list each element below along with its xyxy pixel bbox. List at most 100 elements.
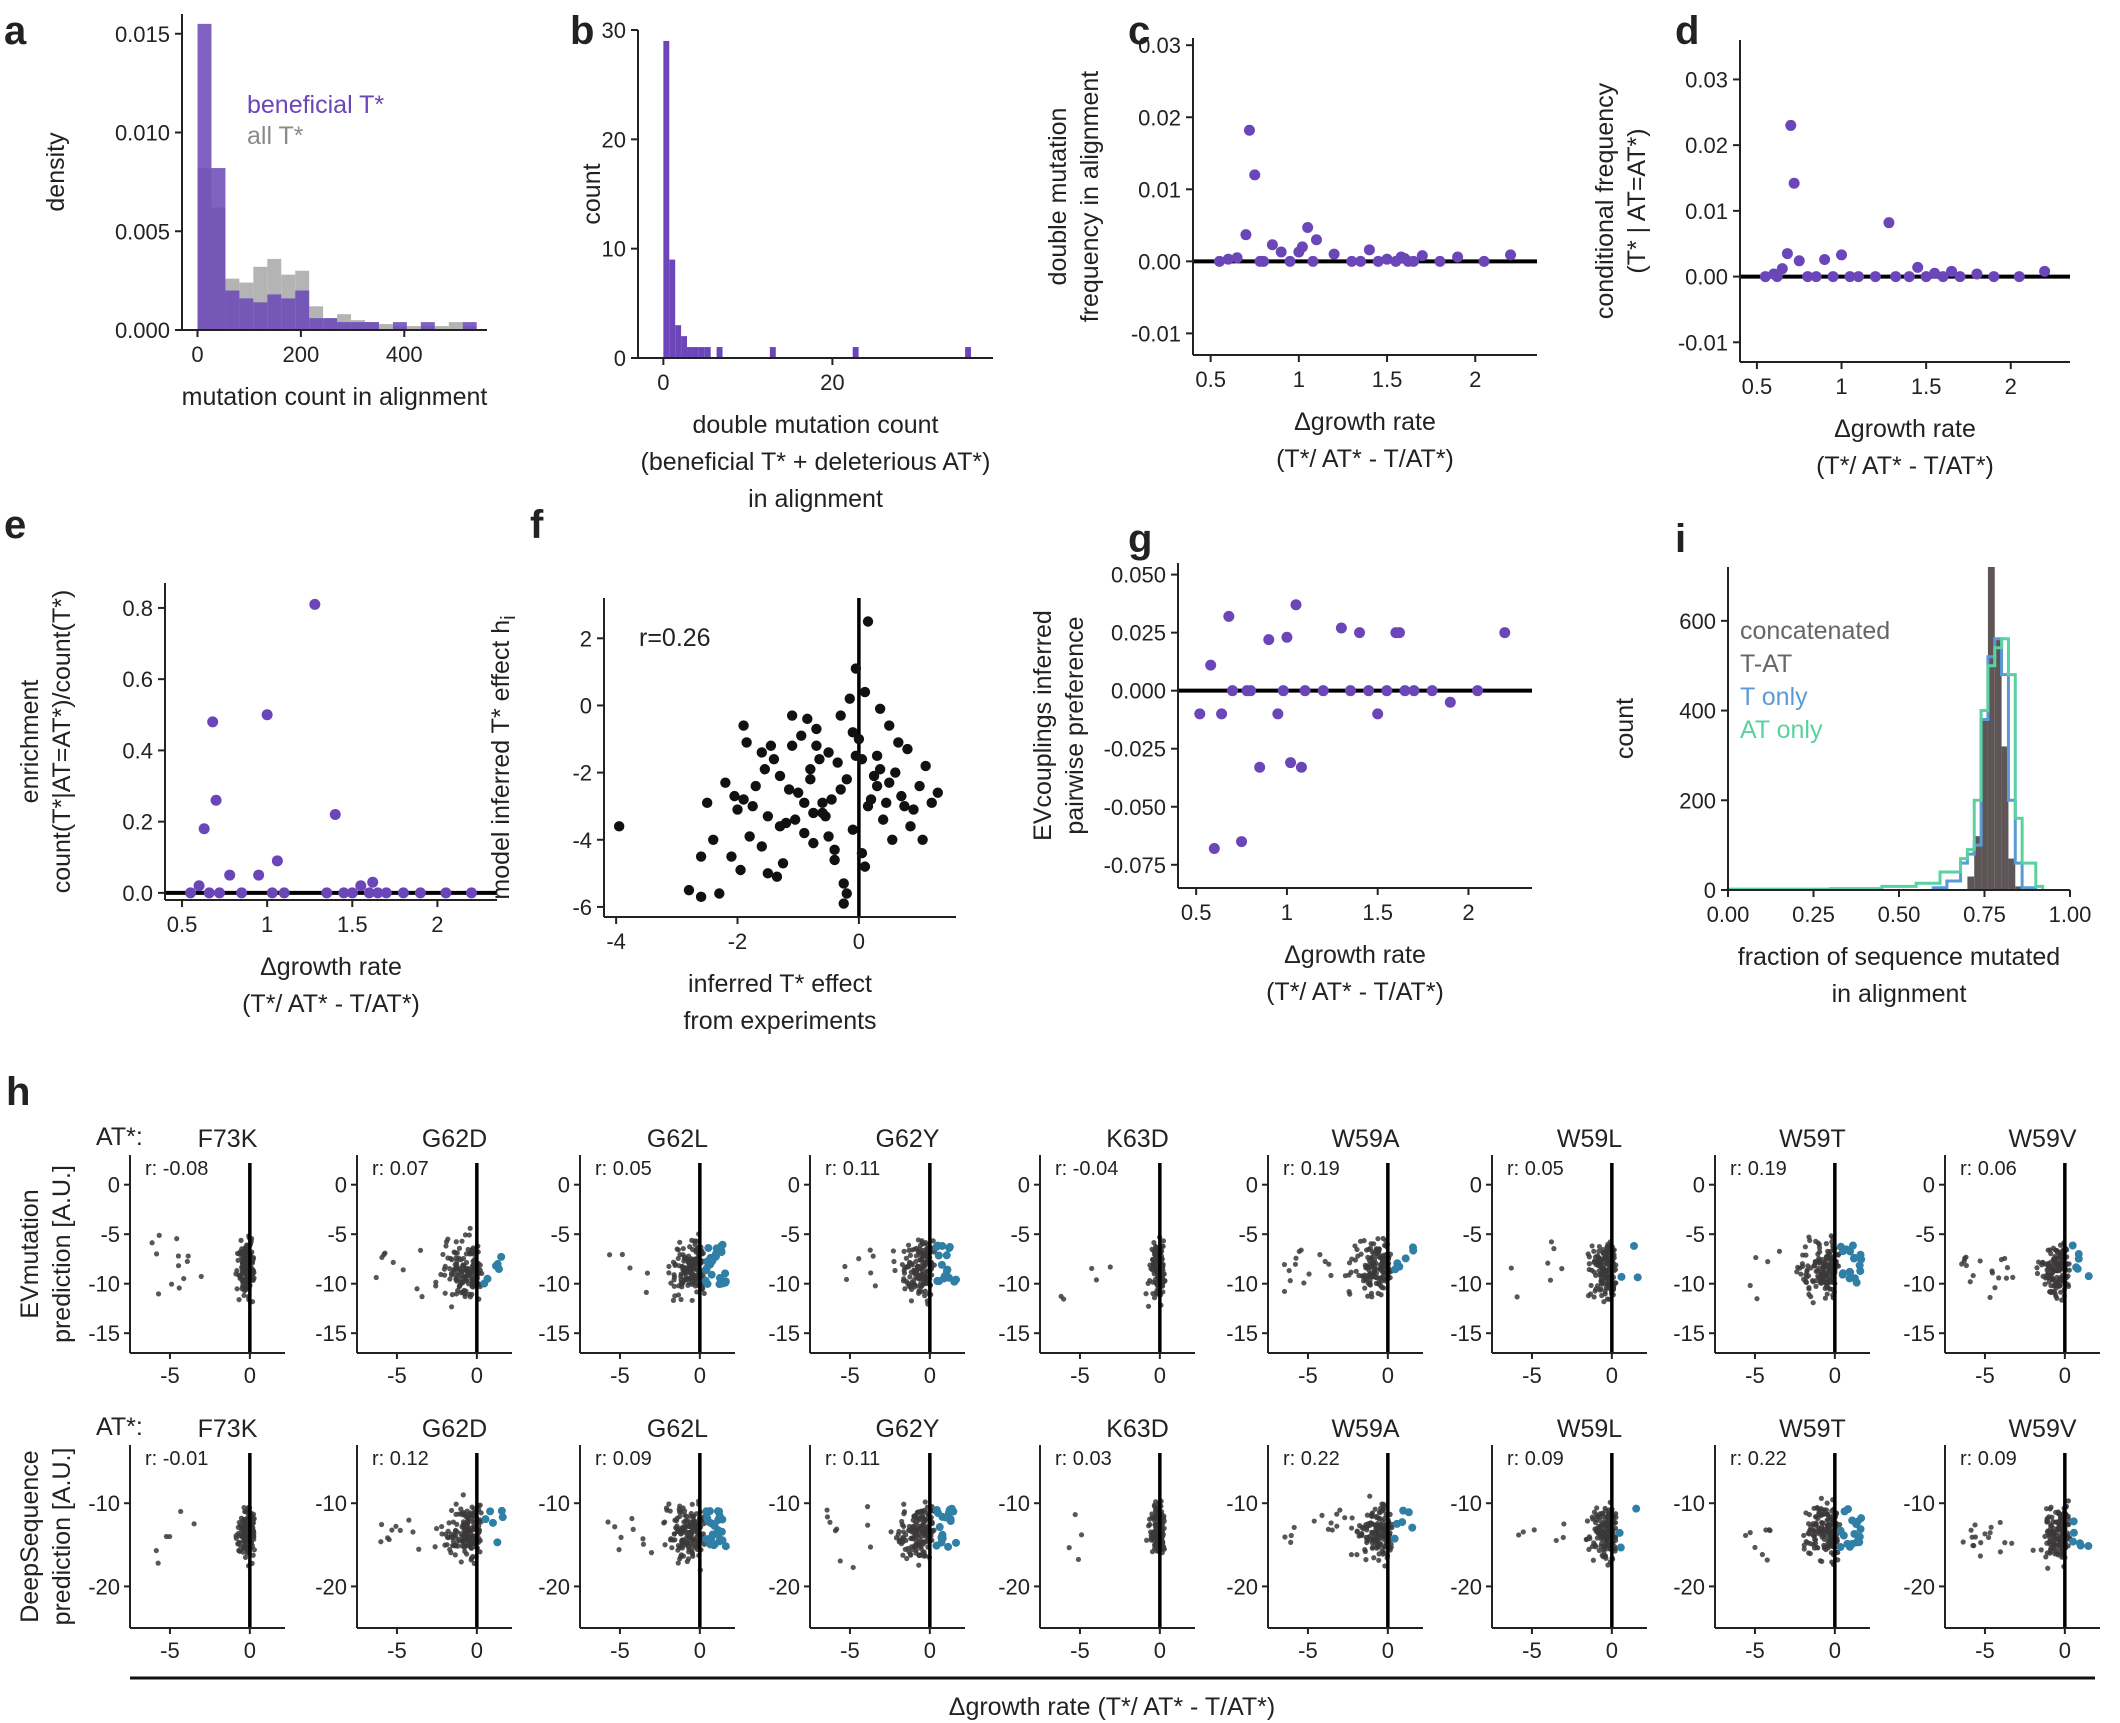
subplot-points bbox=[1960, 1498, 2093, 1571]
point bbox=[1812, 1537, 1819, 1543]
subplot-points bbox=[1742, 1495, 1866, 1568]
legend-item: beneficial T* bbox=[247, 91, 384, 119]
point bbox=[1349, 1256, 1355, 1262]
y-tick-label: -10 bbox=[1673, 1272, 1705, 1297]
point bbox=[453, 1272, 459, 1278]
point bbox=[1807, 1237, 1813, 1244]
point bbox=[1353, 1268, 1359, 1274]
point bbox=[433, 1279, 439, 1285]
point bbox=[1376, 1551, 1382, 1557]
point bbox=[904, 1555, 910, 1562]
point bbox=[774, 821, 786, 832]
point bbox=[2009, 1540, 2015, 1546]
point bbox=[672, 1261, 678, 1267]
point bbox=[1586, 1254, 1592, 1260]
y-axis-label: (T* | AT=AT*) bbox=[1623, 128, 1651, 273]
point bbox=[837, 1558, 843, 1564]
point bbox=[1585, 1293, 1592, 1299]
y-tick-label: -5 bbox=[1685, 1222, 1705, 1247]
point bbox=[912, 1270, 918, 1276]
point bbox=[814, 753, 825, 765]
subplot-title: W59L bbox=[1557, 1415, 1622, 1443]
subplot-title: K63D bbox=[1106, 1125, 1169, 1153]
point bbox=[2048, 1504, 2054, 1510]
point bbox=[926, 797, 937, 809]
point bbox=[1970, 1272, 1976, 1279]
point bbox=[1824, 1522, 1831, 1529]
point bbox=[175, 1263, 182, 1269]
point bbox=[2054, 1249, 2061, 1256]
point bbox=[671, 1531, 677, 1537]
point bbox=[677, 1513, 683, 1520]
point bbox=[239, 1271, 245, 1277]
x-tick-label: 200 bbox=[283, 342, 320, 367]
point bbox=[841, 888, 852, 899]
subplot-title: F73K bbox=[198, 1125, 258, 1153]
x-axis-label: (T*/ AT* - T/AT*) bbox=[1816, 452, 1994, 480]
point bbox=[1828, 1233, 1834, 1239]
point bbox=[2046, 1279, 2052, 1285]
point bbox=[648, 1550, 655, 1556]
y-tick-label: -15 bbox=[768, 1321, 800, 1346]
point bbox=[1596, 1248, 1602, 1254]
point bbox=[198, 823, 210, 835]
subplot-r-value: r: 0.03 bbox=[1055, 1448, 1112, 1470]
y-tick-label: 0.00 bbox=[1138, 249, 1181, 274]
y-tick-label: -6 bbox=[572, 895, 592, 920]
y-tick-label: 0.4 bbox=[122, 738, 153, 763]
point bbox=[178, 1508, 184, 1515]
point bbox=[1987, 1530, 1993, 1536]
point bbox=[689, 1297, 695, 1304]
hist-step-AT-only bbox=[1726, 637, 2045, 891]
point bbox=[1153, 1499, 1159, 1505]
point bbox=[644, 1270, 651, 1276]
point bbox=[867, 1247, 873, 1253]
point bbox=[1764, 1557, 1770, 1563]
point bbox=[884, 720, 895, 731]
point bbox=[1802, 1244, 1808, 1250]
point bbox=[1971, 1543, 1977, 1549]
y-tick-label: 0.00 bbox=[1685, 265, 1728, 290]
y-tick-label: 0.025 bbox=[1111, 621, 1166, 646]
point bbox=[155, 1291, 162, 1297]
panel-label-g: g bbox=[1128, 517, 1152, 561]
panel-label-b: b bbox=[570, 9, 594, 53]
point bbox=[2047, 1550, 2053, 1556]
point bbox=[666, 1263, 672, 1270]
point bbox=[1801, 1276, 1807, 1282]
point bbox=[1291, 1524, 1297, 1531]
point bbox=[682, 1512, 688, 1518]
point bbox=[900, 1529, 907, 1535]
point bbox=[380, 887, 392, 899]
point bbox=[738, 794, 749, 805]
point bbox=[2066, 1267, 2072, 1273]
point bbox=[1329, 1527, 1335, 1533]
point bbox=[1594, 1505, 1600, 1511]
point bbox=[433, 1283, 439, 1289]
point bbox=[901, 1248, 907, 1254]
point bbox=[1369, 1511, 1375, 1517]
point bbox=[688, 1510, 694, 1517]
point bbox=[905, 821, 916, 832]
subplot-points bbox=[1516, 1499, 1641, 1568]
subplot-g62d-evmutation: G62D r: 0.07 -5 0 0 -5 -10 -15 bbox=[315, 1125, 512, 1388]
y-tick-label: -15 bbox=[1226, 1321, 1258, 1346]
point bbox=[1531, 1527, 1537, 1533]
point bbox=[1258, 255, 1270, 267]
point bbox=[1586, 1546, 1592, 1552]
point bbox=[1602, 1531, 1608, 1537]
point bbox=[1812, 1532, 1818, 1538]
point bbox=[1408, 685, 1420, 697]
point bbox=[675, 1547, 681, 1553]
bar bbox=[295, 290, 310, 330]
point bbox=[155, 1560, 161, 1566]
y-tick-label: 0 bbox=[558, 1173, 570, 1198]
point bbox=[457, 1283, 463, 1289]
subplot-points bbox=[1508, 1239, 1642, 1305]
point bbox=[684, 1517, 690, 1524]
point bbox=[250, 1552, 256, 1558]
point bbox=[1946, 265, 1958, 277]
point bbox=[2034, 1270, 2041, 1277]
point bbox=[1586, 1266, 1592, 1273]
point bbox=[1828, 1266, 1834, 1273]
